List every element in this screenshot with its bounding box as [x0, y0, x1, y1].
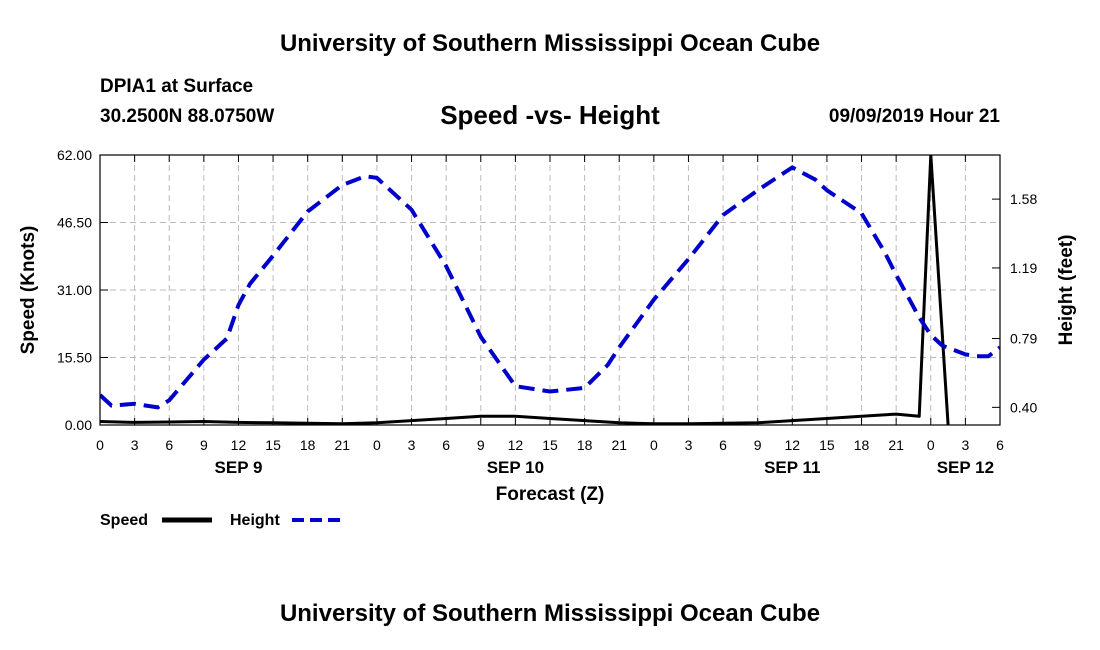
x-tick-label: 3: [408, 437, 416, 453]
x-tick-label: 21: [611, 437, 627, 453]
y-left-tick-label: 62.00: [57, 147, 92, 163]
x-tick-label: 12: [785, 437, 801, 453]
x-tick-label: 9: [477, 437, 485, 453]
station-label: DPIA1 at Surface: [100, 76, 254, 97]
date-label: SEP 10: [487, 458, 544, 477]
top-title: University of Southern Mississippi Ocean…: [279, 30, 821, 57]
chart-title: Speed -vs- Height: [440, 100, 660, 130]
y-axis-right-label: Height (feet): [1056, 235, 1077, 346]
x-tick-label: 3: [131, 437, 139, 453]
y-right-tick-label: 0.79: [1010, 331, 1037, 347]
x-tick-label: 15: [265, 437, 281, 453]
ticks: 0 3 6 9 12 15 18 21 0 3 6 9 12 15 18 21 0 3 6 9 12 15 18 21 0 3 6S…: [57, 147, 1038, 477]
x-tick-label: 0: [927, 437, 935, 453]
y-left-tick-label: 15.50: [57, 350, 92, 366]
x-tick-label: 9: [754, 437, 762, 453]
x-tick-label: 0: [96, 437, 104, 453]
y-left-tick-label: 0.00: [65, 417, 92, 433]
x-tick-label: 6: [719, 437, 727, 453]
legend: Speed Height: [100, 512, 342, 529]
timestamp-label: 09/09/2019 Hour 21: [828, 106, 1000, 127]
y-axis-left-label: Speed (Knots): [18, 226, 39, 355]
legend-speed-label: Speed: [100, 512, 148, 529]
x-tick-label: 18: [300, 437, 316, 453]
x-tick-label: 3: [685, 437, 693, 453]
x-tick-label: 6: [442, 437, 450, 453]
x-axis-label: Forecast (Z): [496, 484, 605, 505]
x-tick-label: 18: [854, 437, 870, 453]
x-tick-label: 6: [165, 437, 173, 453]
x-tick-label: 12: [231, 437, 247, 453]
series-height-line: [100, 165, 1000, 410]
x-tick-label: 6: [996, 437, 1004, 453]
grid: [100, 155, 1000, 425]
y-left-tick-label: 31.00: [57, 282, 92, 298]
x-tick-label: 3: [961, 437, 969, 453]
y-right-tick-label: 1.58: [1010, 191, 1037, 207]
x-tick-label: 9: [200, 437, 208, 453]
date-label: SEP 11: [764, 458, 820, 477]
y-left-tick-label: 46.50: [57, 215, 92, 231]
x-tick-label: 15: [542, 437, 558, 453]
date-label: SEP 9: [215, 458, 263, 477]
x-tick-label: 21: [335, 437, 351, 453]
date-label: SEP 12: [937, 458, 994, 477]
x-tick-label: 0: [373, 437, 381, 453]
x-tick-label: 18: [577, 437, 593, 453]
coordinates-label: 30.2500N 88.0750W: [100, 106, 275, 127]
x-tick-label: 21: [888, 437, 904, 453]
y-right-tick-label: 0.40: [1010, 399, 1037, 415]
x-tick-label: 15: [819, 437, 835, 453]
x-tick-label: 0: [650, 437, 658, 453]
y-right-tick-label: 1.19: [1010, 260, 1037, 276]
bottom-title: University of Southern Mississippi Ocean…: [279, 600, 821, 627]
x-tick-label: 12: [508, 437, 524, 453]
legend-height-label: Height: [230, 512, 280, 529]
